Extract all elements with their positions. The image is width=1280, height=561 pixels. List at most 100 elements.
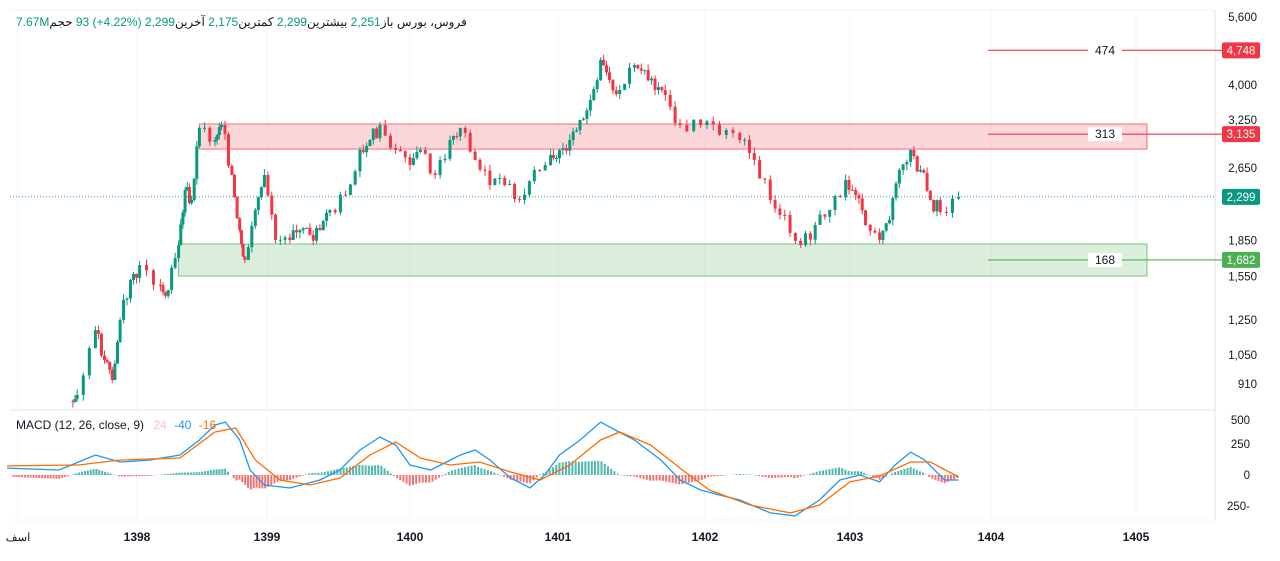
macd-histogram-bar — [374, 465, 377, 475]
candle-body — [438, 160, 442, 176]
macd-histogram-bar — [380, 465, 383, 475]
macd-histogram-bar — [282, 475, 285, 481]
macd-histogram-bar — [636, 475, 639, 478]
macd-histogram-bar — [937, 475, 940, 482]
macd-histogram-bar — [444, 473, 447, 475]
candle-body — [353, 171, 357, 185]
candle-body — [838, 195, 842, 197]
macd-histogram-bar — [405, 475, 408, 484]
candle-body — [894, 183, 898, 198]
macd-histogram-bar — [55, 475, 58, 479]
candle-body — [239, 230, 243, 244]
macd-histogram-bar — [135, 475, 138, 477]
x-tick-label: 1398 — [124, 530, 151, 544]
candle-body — [905, 162, 909, 165]
macd-histogram-bar — [642, 475, 645, 479]
macd-histogram-bar — [32, 475, 35, 478]
macd-histogram-bar — [104, 471, 107, 475]
macd-histogram-bar — [799, 475, 802, 477]
candle-body — [922, 169, 926, 173]
candle-body — [213, 139, 217, 142]
candle-body — [433, 173, 437, 176]
macd-histogram-bar — [72, 474, 75, 475]
macd-histogram-bar — [66, 475, 69, 477]
candle-body — [246, 247, 250, 260]
macd-histogram-bar — [224, 468, 227, 475]
x-tick-label: اسف — [6, 531, 31, 544]
candle-body — [527, 181, 531, 195]
macd-histogram-bar — [434, 475, 437, 480]
candle-body — [854, 190, 858, 195]
macd-histogram-bar — [697, 475, 700, 481]
candle-body — [338, 194, 342, 213]
candle-body — [129, 279, 132, 299]
candle-body — [195, 146, 199, 179]
macd-histogram-bar — [928, 475, 931, 478]
macd-histogram-bar — [853, 471, 856, 475]
candle-body — [592, 89, 596, 100]
macd-histogram-bar — [21, 475, 24, 478]
candle-body — [552, 154, 556, 159]
candle-body — [678, 123, 682, 126]
candle-body — [333, 209, 337, 213]
macd-histogram-bar — [616, 473, 619, 475]
macd-histogram-bar — [227, 471, 229, 475]
last-price-tag-text: 2,299 — [1227, 192, 1256, 204]
macd-histogram-bar — [828, 469, 831, 475]
macd-histogram-bar — [790, 475, 793, 478]
candle-body — [503, 177, 507, 186]
macd-histogram-bar — [600, 461, 603, 475]
candle-body — [758, 159, 762, 179]
candle-body — [473, 151, 477, 160]
candle-body — [518, 199, 522, 201]
candle-body — [87, 348, 91, 376]
candle-body — [291, 230, 295, 240]
candle-body — [891, 197, 895, 220]
macd-histogram-bar — [198, 472, 201, 475]
candle-body — [847, 180, 851, 190]
x-tick-label: 1404 — [978, 530, 1005, 544]
candle-body — [223, 125, 227, 135]
candle-body — [403, 151, 407, 158]
macd-histogram-bar — [623, 475, 626, 476]
macd-histogram-bar — [897, 470, 900, 475]
candle-body — [408, 157, 412, 165]
macd-histogram-bar — [241, 475, 244, 483]
macd-histogram-bar — [81, 471, 84, 475]
macd-histogram-bar — [512, 475, 515, 481]
macd-histogram-bar — [336, 469, 339, 475]
macd-histogram-bar — [691, 475, 694, 483]
candle-body — [793, 232, 797, 241]
candle-body — [266, 175, 270, 196]
macd-histogram-bar — [571, 461, 574, 475]
candle-body — [270, 195, 274, 215]
macd-histogram-bar — [35, 475, 38, 478]
candle-body — [614, 90, 618, 95]
last-value: 2,299 — [144, 15, 175, 29]
candle-body — [778, 208, 782, 216]
macd-histogram-bar — [175, 472, 178, 475]
candle-body — [724, 130, 728, 135]
candle-body — [884, 223, 888, 231]
candle-body — [818, 214, 822, 225]
candle-body — [663, 90, 667, 95]
macd-histogram-bar — [903, 468, 906, 475]
candle-body — [75, 394, 79, 399]
macd-histogram-bar — [496, 474, 499, 475]
low-value: 2,175 — [208, 15, 239, 29]
candle-body — [532, 169, 536, 182]
candle-body — [928, 190, 932, 201]
macd-histogram-bar — [467, 466, 470, 475]
macd-histogram-bar — [940, 475, 943, 483]
macd-histogram-bar — [78, 472, 81, 475]
macd-histogram-bar — [735, 474, 738, 475]
macd-histogram-bar — [411, 475, 414, 485]
price-tag-red — [1222, 126, 1260, 143]
candle-body — [250, 226, 254, 248]
macd-histogram-bar — [46, 475, 49, 479]
macd-histogram-bar — [49, 475, 52, 479]
macd-histogram-bar — [18, 475, 21, 478]
candle-body — [478, 159, 482, 170]
candle-body — [575, 130, 579, 132]
